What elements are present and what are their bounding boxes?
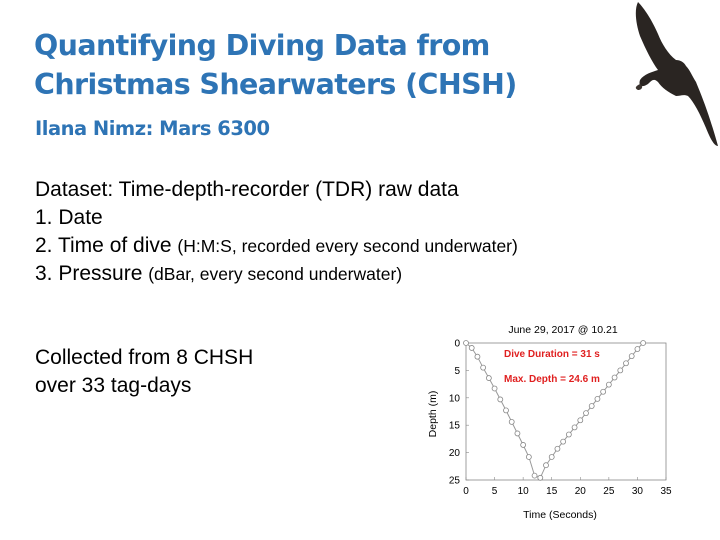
x-tick-label: 20 — [575, 486, 587, 497]
dataset-description: Dataset: Time-depth-recorder (TDR) raw d… — [35, 176, 518, 288]
y-tick-label: 10 — [449, 393, 461, 404]
data-point — [577, 417, 584, 424]
data-point — [611, 374, 618, 381]
data-point — [531, 472, 538, 479]
data-point — [605, 381, 612, 388]
list-item-pressure-label: 3. Pressure — [35, 262, 143, 285]
x-tick-label: 35 — [660, 486, 672, 497]
x-tick-label: 10 — [518, 486, 530, 497]
y-tick-label: 5 — [454, 366, 460, 377]
data-point — [491, 385, 498, 392]
data-point — [468, 345, 475, 351]
data-point — [485, 375, 492, 381]
list-item-pressure-note: (dBar, every second underwater) — [148, 264, 403, 284]
series-points — [463, 340, 647, 481]
data-point — [628, 353, 635, 360]
y-tick-label: 20 — [449, 448, 461, 459]
data-point — [548, 454, 555, 460]
y-axis-label: Depth (m) — [427, 391, 439, 438]
annotation-max-depth: Max. Depth = 24.6 m — [504, 374, 600, 385]
y-axis-ticks: 0 5 10 15 20 25 — [449, 339, 469, 487]
data-point — [588, 403, 595, 409]
x-tick-label: 15 — [546, 486, 558, 497]
list-item-time-note: (H:M:S, recorded every second underwater… — [177, 236, 518, 256]
data-point — [514, 430, 521, 437]
x-axis-ticks: 0 5 10 15 20 25 30 35 — [463, 477, 672, 497]
x-tick-label: 30 — [632, 486, 644, 497]
x-axis-label: Time (Seconds) — [523, 509, 597, 521]
collected-line-1: Collected from 8 CHSH — [35, 346, 254, 369]
y-tick-label: 25 — [449, 476, 461, 487]
data-point — [503, 407, 509, 414]
data-point — [600, 388, 607, 395]
data-point — [508, 419, 515, 425]
data-point — [560, 438, 567, 445]
data-point — [554, 445, 561, 452]
data-point — [480, 364, 487, 371]
data-point — [565, 431, 572, 438]
y-tick-label: 15 — [449, 421, 461, 432]
data-point — [537, 474, 544, 481]
title-line-2: Christmas Shearwaters (CHSH) — [34, 68, 517, 101]
shearwater-bird-icon — [635, 2, 718, 146]
slide-title: Quantifying Diving Data from Christmas S… — [34, 26, 594, 104]
data-point — [594, 395, 601, 402]
y-tick-label: 0 — [454, 339, 460, 350]
list-item-time-label: 2. Time of dive — [35, 234, 172, 257]
list-item-pressure: 3. Pressure (dBar, every second underwat… — [35, 260, 518, 288]
data-point — [571, 424, 578, 431]
data-point — [497, 396, 504, 403]
data-point — [525, 454, 532, 460]
slide-subtitle: Ilana Nimz: Mars 6300 — [35, 117, 270, 140]
list-item-time: 2. Time of dive (H:M:S, recorded every s… — [35, 232, 518, 260]
dive-profile-chart: June 29, 2017 @ 10.21 0 5 10 15 20 25 0 5 10 15 2… — [427, 324, 672, 521]
data-point — [474, 353, 481, 360]
x-tick-label: 5 — [492, 486, 498, 497]
data-point — [623, 360, 629, 367]
data-point — [640, 340, 647, 346]
chart-title: June 29, 2017 @ 10.21 — [508, 324, 617, 336]
data-point — [520, 442, 527, 448]
data-point — [617, 367, 624, 374]
title-line-1: Quantifying Diving Data from — [34, 29, 490, 62]
x-tick-label: 25 — [603, 486, 615, 497]
plot-frame — [465, 342, 667, 481]
annotation-duration: Dive Duration = 31 s — [504, 349, 600, 360]
collection-summary: Collected from 8 CHSH over 33 tag-days — [35, 344, 253, 400]
list-item-date: 1. Date — [35, 206, 103, 229]
data-point — [463, 340, 469, 346]
collected-line-2: over 33 tag-days — [35, 374, 192, 397]
dataset-line: Dataset: Time-depth-recorder (TDR) raw d… — [35, 178, 459, 201]
x-tick-label: 0 — [463, 486, 469, 497]
data-point — [583, 410, 589, 417]
data-point — [543, 462, 549, 469]
data-point — [634, 346, 641, 352]
